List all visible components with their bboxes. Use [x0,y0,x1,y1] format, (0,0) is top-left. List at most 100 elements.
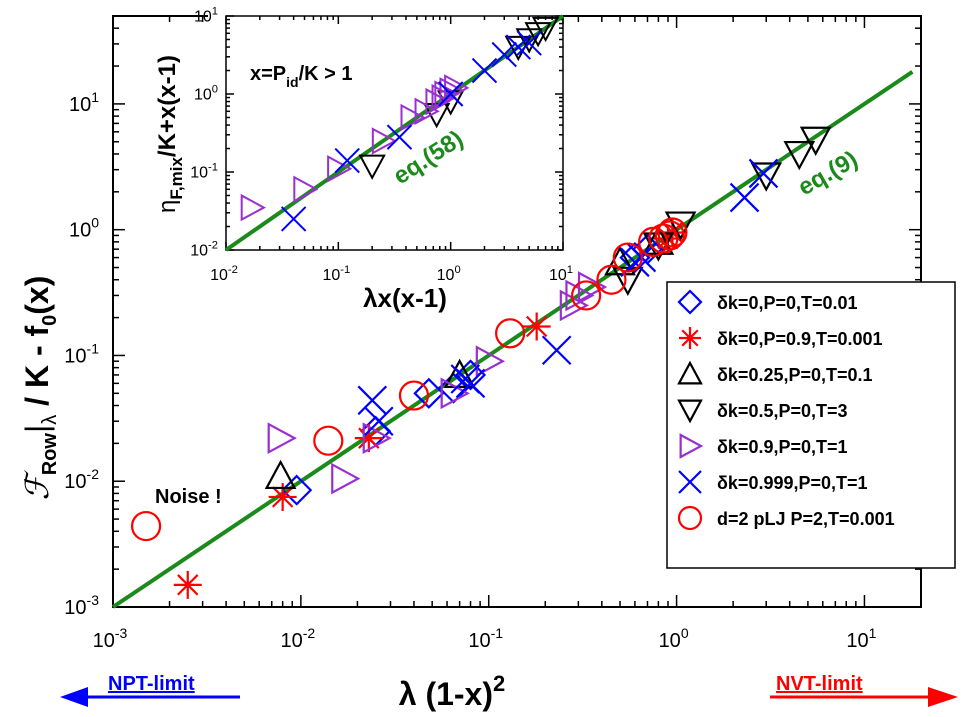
main-point-triangle-down [611,266,644,297]
inset-y-tick-label: 10-2 [190,239,218,259]
main-y-tick-label: 101 [69,89,99,116]
inset-point-x [334,147,360,174]
main-point-triangle-down [664,211,697,241]
main-x-tick-label: 100 [659,625,689,652]
inset-point-triangle-right [293,175,319,203]
main-axis-text: 10-3 10-2 10-1 100 101 10-3 10-2 10-1 100 101 [64,89,876,652]
legend-marker-circle [677,505,703,531]
main-point-triangle-right [577,271,608,303]
inset-axes [225,15,564,251]
main-x-tick-label: 10-3 [93,625,128,652]
inset-point-x [516,30,542,56]
main-fit-line [111,70,914,609]
main-point-triangle-down [783,140,816,171]
inset-y-axis-label: ηF,mix/K+x(x-1) [154,55,186,213]
inset-point-triangle-down [531,16,560,43]
inset-point-triangle-down [358,154,386,180]
main-point-circle [313,425,344,456]
main-point-triangle-right [362,422,392,455]
svg-text:ηF,mix/K+x(x-1): ηF,mix/K+x(x-1) [154,55,186,213]
inset-condition-label: x=Pid/K > 1 [250,63,353,90]
inset-point-x [437,81,464,107]
main-y-tick-label: 10-3 [64,592,99,619]
main-point-triangle-up [443,358,476,388]
legend-marker-triangle-up [677,360,703,385]
inset-point-triangle-right [240,193,266,222]
main-point-circle [657,217,688,248]
inset-y-tick-label: 101 [194,5,218,25]
main-x-axis-label: λ (1-x)2 [399,671,506,712]
legend-entry-label: δk=0.25,P=0,T=0.1 [717,365,873,385]
main-point-circle [130,510,162,542]
legend-marker-star [679,327,701,349]
main-fit-label: eq.(9) [794,146,863,201]
main-point-star [522,312,551,341]
inset-point-triangle-right [400,103,426,132]
legend-entry-label: δk=0,P=0,T=0.01 [717,293,858,313]
inset-y-tick-label: 10-1 [190,161,218,181]
legend-entry-label: d=2 pLJ P=2,T=0.001 [717,509,895,529]
inset-point-x [471,57,498,84]
main-point-star [268,482,297,511]
noise-annotation: Noise ! [155,486,222,508]
inset-x-tick-label: 101 [549,264,573,284]
main-point-circle [612,242,643,273]
main-point-triangle-right [331,462,361,495]
npt-limit-arrow: NPT-limit [60,673,240,707]
main-x-tick-label: 10-1 [468,625,503,652]
inset-x-tick-label: 100 [437,264,461,284]
main-x-tick-label: 10-2 [281,625,316,652]
main-point-circle [571,280,602,311]
main-point-star [653,224,682,253]
svg-text:ℱRow|λ / K - f0(x): ℱRow|λ / K - f0(x) [18,276,61,501]
main-fit-line-segment [111,70,914,609]
nvt-limit-label: NVT-limit [776,673,863,695]
inset-frame [225,15,564,251]
inset-point-triangle-right [327,155,353,183]
inset-point-triangle-down [524,22,552,48]
main-point-circle [654,220,685,251]
inset-point-x [491,41,517,68]
inset-point-triangle-right [431,83,457,112]
inset-point-x [386,124,413,150]
main-point-triangle-up [264,459,297,490]
inset-x-tick-label: 10-1 [322,264,350,284]
main-y-axis-label: ℱRow|λ / K - f0(x) [18,276,61,501]
main-point-circle [398,380,430,411]
main-point-triangle-right [267,422,297,455]
legend-entry-label: δk=0.999,P=0,T=1 [717,473,868,493]
main-point-triangle-right [440,377,470,410]
main-point-circle [648,223,679,254]
inset-point-x [280,206,307,232]
legend: δk=0,P=0,T=0.01 δk=0,P=0.9,T=0.001 δk=0.25… [666,281,956,569]
main-point-x [541,335,572,366]
inset-y-tick-label: 100 [194,83,218,103]
main-point-x [748,158,779,189]
legend-entry-label: δk=0.9,P=0,T=1 [717,437,848,457]
main-point-triangle-right [559,289,590,322]
legend-entry-label: δk=0.5,P=0,T=3 [717,401,848,421]
main-point-x [357,385,388,416]
inset-x-tick-label: 10-2 [210,264,238,284]
legend-entry-label: δk=0,P=0.9,T=0.001 [717,329,883,349]
inset-data-points [240,16,560,232]
inset-point-triangle-right [371,127,398,155]
npt-limit-label: NPT-limit [108,673,195,695]
inset-axis-text: 10-2 10-1 100 101 10-2 10-1 100 101 [190,5,573,284]
main-point-diamond [454,359,487,391]
main-y-tick-label: 100 [69,215,99,242]
main-point-x [729,182,760,213]
main-y-tick-label: 10-1 [64,340,99,367]
main-point-star [354,424,383,453]
legend-box [666,281,956,569]
main-data-points [130,126,832,599]
legend-marker-triangle-right [679,433,704,459]
main-y-tick-label: 10-2 [64,466,99,493]
main-point-triangle-up [604,246,636,276]
inset-x-axis-label: λx(x-1) [363,283,447,313]
main-point-triangle-right [475,345,506,378]
main-point-x [455,368,486,399]
legend-marker-diamond [677,289,703,315]
main-x-tick-label: 101 [846,625,876,652]
